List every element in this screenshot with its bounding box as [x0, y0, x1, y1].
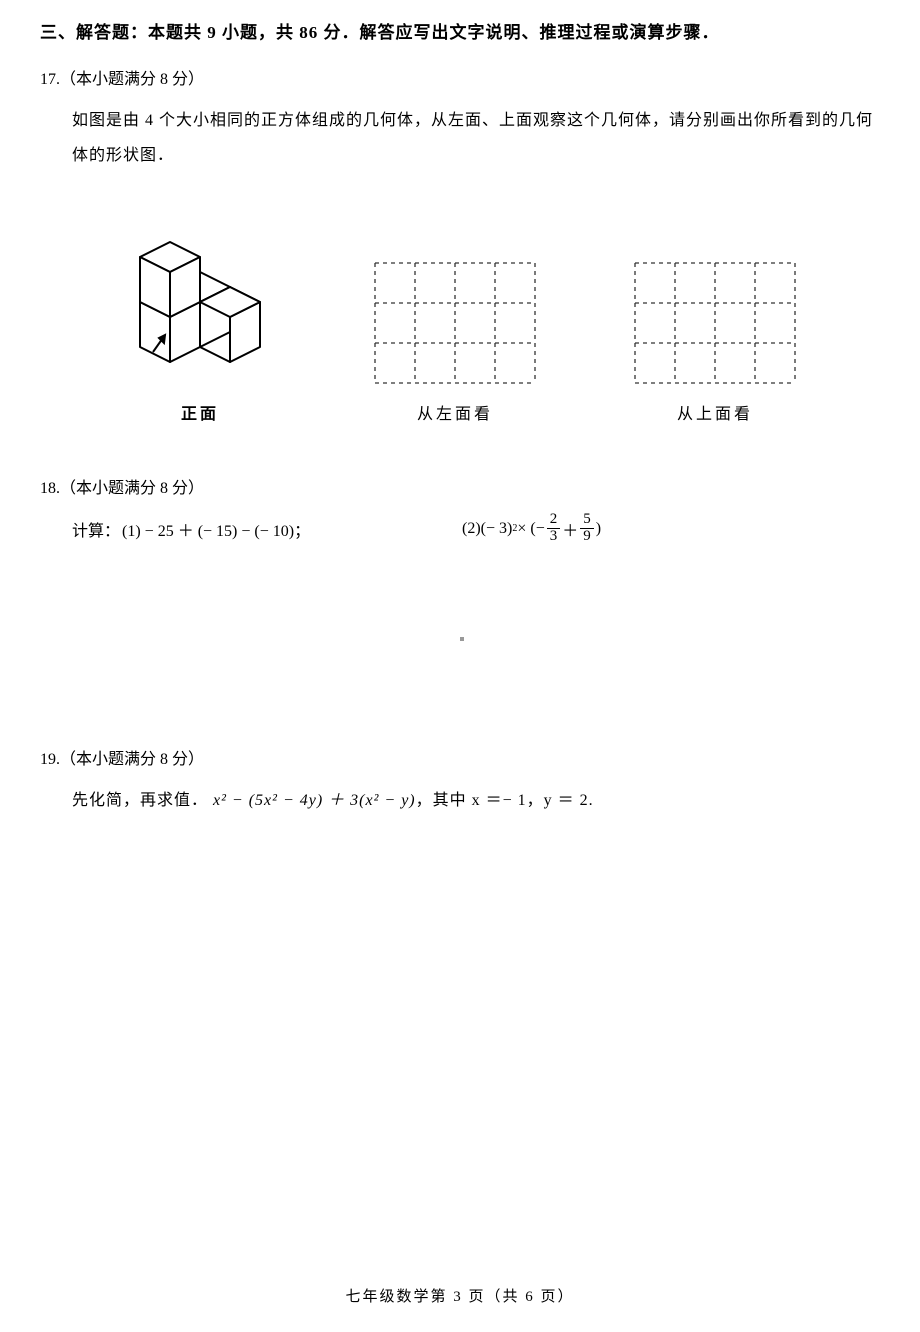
q18-item2: (2)(− 3) 2 × (− 2 3 ＋ 5 9 ): [462, 512, 601, 545]
left-view-grid: 从左面看: [365, 259, 545, 424]
q17-body: 如图是由 4 个大小相同的正方体组成的几何体，从左面、上面观察这个几何体，请分别…: [72, 103, 880, 173]
top-view-label: 从上面看: [625, 400, 805, 424]
section-heading: 三、解答题：本题共 9 小题，共 86 分．解答应写出文字说明、推理过程或演算步…: [40, 18, 880, 43]
q19-header: 19.（本小题满分 8 分）: [40, 745, 880, 769]
q18-calc-row: 计算： (1) − 25 ＋ (− 15) − (− 10)； (2)(− 3)…: [72, 512, 880, 545]
center-dot: [460, 637, 464, 641]
frac-5-9: 5 9: [580, 512, 594, 545]
q19-prefix: 先化简，再求值．: [72, 792, 208, 809]
page-footer: 七年级数学第 3 页（共 6 页）: [0, 1285, 920, 1306]
calc-label: 计算：: [72, 517, 120, 541]
q17-figures: 正面 从左面看: [40, 197, 880, 424]
top-view-grid: 从上面看: [625, 259, 805, 424]
q19-expr: x² − (5x² − 4y) ＋ 3(x² − y): [213, 792, 416, 809]
cube-figure: 正面: [115, 197, 285, 424]
q18-plus: ＋: [562, 517, 578, 541]
frac2-den: 9: [580, 529, 594, 545]
left-view-label: 从左面看: [365, 400, 545, 424]
frac-2-3: 2 3: [547, 512, 561, 545]
q19-suffix: ，其中 x ＝− 1，y ＝ 2.: [416, 792, 594, 809]
q19-body: 先化简，再求值． x² − (5x² − 4y) ＋ 3(x² − y)，其中 …: [72, 783, 880, 818]
q18-expr1: (1) − 25 ＋ (− 15) − (− 10)；: [122, 517, 310, 541]
q18-item1: 计算： (1) − 25 ＋ (− 15) − (− 10)；: [72, 517, 462, 541]
frac1-num: 2: [547, 512, 561, 529]
frac2-num: 5: [580, 512, 594, 529]
q17-header: 17.（本小题满分 8 分）: [40, 65, 880, 89]
frac1-den: 3: [547, 529, 561, 545]
top-grid-svg: [625, 259, 805, 387]
cube-svg: [115, 197, 285, 387]
q18-expr2-end: ): [596, 520, 601, 538]
q18-workspace: [40, 545, 880, 745]
q18-expr2-mid: × (−: [517, 520, 544, 538]
left-grid-svg: [365, 259, 545, 387]
q18-header: 18.（本小题满分 8 分）: [40, 474, 880, 498]
q18-expr2-prefix: (2)(− 3): [462, 520, 512, 538]
front-label: 正面: [115, 400, 285, 424]
